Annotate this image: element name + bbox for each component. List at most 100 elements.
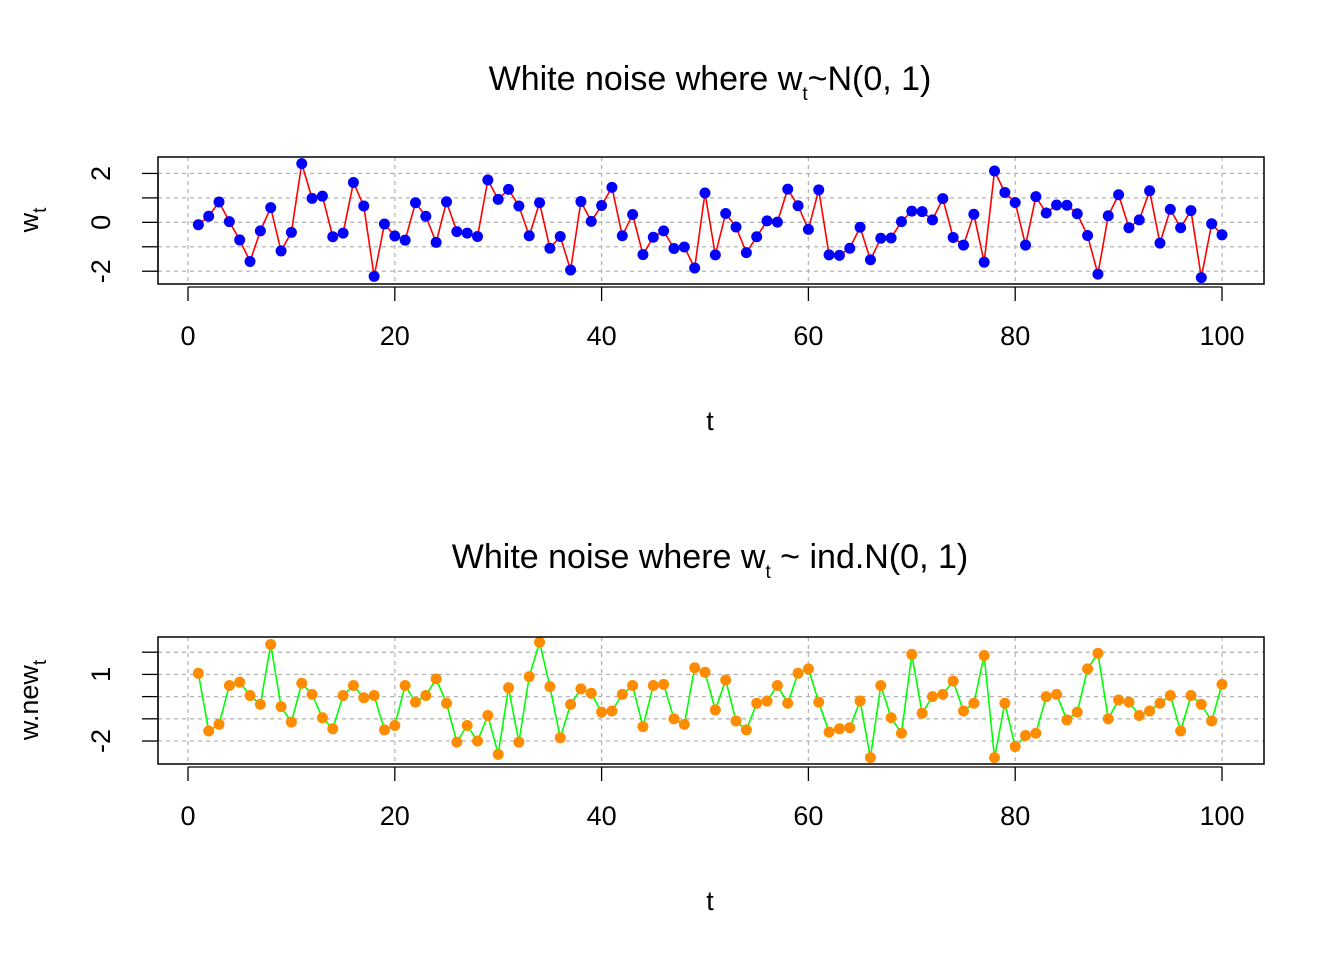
data-point — [937, 193, 948, 204]
chart-1-title: White noise where wt~N(0, 1) — [489, 60, 932, 105]
data-point — [1196, 272, 1207, 283]
data-point — [1072, 707, 1083, 718]
data-point — [637, 721, 648, 732]
data-point — [1041, 208, 1052, 219]
data-point — [296, 678, 307, 689]
data-point — [555, 231, 566, 242]
data-point — [400, 235, 411, 246]
data-point — [410, 197, 421, 208]
data-point — [668, 243, 679, 254]
data-point — [276, 701, 287, 712]
data-point — [617, 689, 628, 700]
data-point — [1185, 205, 1196, 216]
data-point — [586, 216, 597, 227]
data-point — [637, 249, 648, 260]
data-point — [544, 243, 555, 254]
data-point — [1113, 694, 1124, 705]
x-tick-label: 40 — [587, 801, 617, 831]
data-point — [265, 202, 276, 213]
data-point — [234, 677, 245, 688]
data-point — [286, 717, 297, 728]
data-point — [700, 188, 711, 199]
data-point — [710, 704, 721, 715]
data-point — [389, 231, 400, 242]
data-point — [1103, 713, 1114, 724]
chart-1-grid — [158, 157, 1264, 284]
data-point — [1154, 698, 1165, 709]
data-point — [1010, 197, 1021, 208]
data-point — [751, 231, 762, 242]
data-point — [544, 681, 555, 692]
data-point — [482, 175, 493, 186]
chart-2-y-label: w.newt — [14, 659, 51, 741]
data-point — [627, 209, 638, 220]
data-point — [720, 674, 731, 685]
data-point — [617, 230, 628, 241]
data-point — [462, 720, 473, 731]
data-point — [606, 182, 617, 193]
data-point — [1144, 185, 1155, 196]
data-point — [255, 225, 266, 236]
data-point — [793, 668, 804, 679]
data-point — [1175, 222, 1186, 233]
data-point — [234, 234, 245, 245]
data-point — [503, 184, 514, 195]
data-point — [803, 224, 814, 235]
data-point — [358, 692, 369, 703]
chart-panel-1: White noise where wt~N(0, 1) -2 0 2 0 20 40 6… — [14, 60, 1264, 436]
data-point — [648, 680, 659, 691]
data-point — [720, 208, 731, 219]
data-point — [338, 690, 349, 701]
data-point — [441, 698, 452, 709]
data-point — [265, 639, 276, 650]
x-tick-label: 60 — [793, 801, 823, 831]
data-point — [1030, 728, 1041, 739]
data-point — [410, 697, 421, 708]
data-point — [451, 226, 462, 237]
data-point — [865, 752, 876, 763]
data-point — [472, 231, 483, 242]
data-point — [389, 720, 400, 731]
data-point — [431, 237, 442, 248]
series-line — [198, 642, 1222, 757]
data-point — [307, 193, 318, 204]
data-point — [658, 225, 669, 236]
x-tick-label: 20 — [380, 321, 410, 351]
data-point — [193, 668, 204, 679]
data-point — [596, 707, 607, 718]
data-point — [886, 712, 897, 723]
data-point — [875, 680, 886, 691]
chart-1-plot-box — [158, 157, 1264, 284]
data-point — [513, 737, 524, 748]
chart-2-series — [193, 637, 1228, 763]
data-point — [203, 211, 214, 222]
data-point — [937, 689, 948, 700]
data-point — [1092, 648, 1103, 659]
data-point — [1020, 240, 1031, 251]
data-point — [1134, 710, 1145, 721]
x-tick-label: 40 — [587, 321, 617, 351]
x-tick-label: 20 — [380, 801, 410, 831]
data-point — [648, 232, 659, 243]
data-point — [762, 215, 773, 226]
data-point — [534, 637, 545, 648]
chart-2-y-axis: -21 — [86, 652, 158, 753]
chart-panel-2: White noise where wt ~ ind.N(0, 1) -2 1 0… — [14, 538, 1264, 916]
data-point — [689, 662, 700, 673]
data-point — [989, 752, 1000, 763]
data-point — [772, 680, 783, 691]
data-point — [327, 231, 338, 242]
data-point — [906, 206, 917, 217]
data-point — [420, 690, 431, 701]
data-point — [1020, 730, 1031, 741]
data-point — [224, 216, 235, 227]
data-point — [214, 719, 225, 730]
data-point — [513, 200, 524, 211]
data-point — [1082, 230, 1093, 241]
data-point — [627, 680, 638, 691]
data-point — [762, 696, 773, 707]
data-point — [886, 232, 897, 243]
data-point — [462, 228, 473, 239]
data-point — [689, 263, 700, 274]
